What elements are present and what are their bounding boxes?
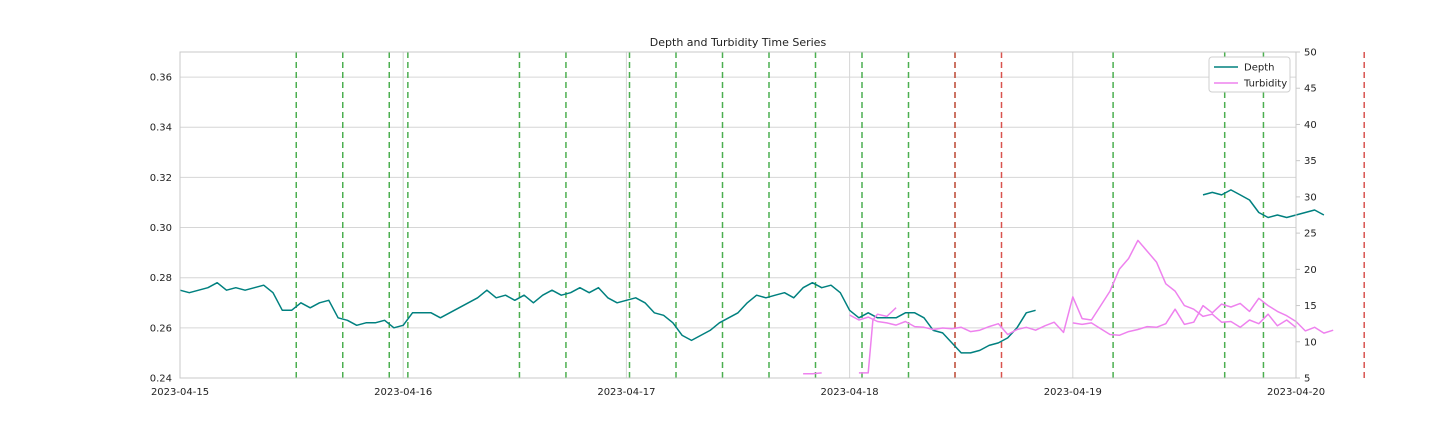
y-right-tick-label: 35 [1304,156,1317,167]
y-left-tick-label: 0.24 [150,374,172,385]
y-right-tick-label: 20 [1304,265,1317,276]
legend-label-turbidity: Turbidity [1243,79,1287,90]
chart-title: Depth and Turbidity Time Series [650,36,827,49]
x-tick-label: 2023-04-17 [597,387,655,398]
series-line-turbidity [849,239,1297,336]
y-right-tick-label: 10 [1304,337,1317,348]
series-line-depth [179,281,1036,354]
y-right-tick-label: 45 [1304,84,1317,95]
series-line-turbidity [1072,297,1334,337]
y-left-tick-label: 0.34 [150,123,172,134]
y-right-tick-label: 25 [1304,229,1317,240]
series-line-turbidity [803,372,822,375]
legend-label-depth: Depth [1244,63,1274,74]
y-right-tick-label: 30 [1304,192,1317,203]
x-tick-label: 2023-04-19 [1044,387,1102,398]
x-tick-label: 2023-04-15 [151,387,209,398]
series-line-depth [1202,189,1325,219]
y-right-tick-label: 5 [1304,374,1310,385]
series-lines [179,189,1334,375]
y-right-tick-label: 15 [1304,301,1317,312]
y-right-tick-label: 50 [1304,48,1317,59]
y-right-tick-label: 40 [1304,120,1317,131]
legend: Depth Turbidity [1208,56,1291,93]
y-left-tick-label: 0.36 [150,73,172,84]
y-left-tick-label: 0.28 [150,273,172,284]
x-tick-label: 2023-04-18 [821,387,879,398]
x-tick-label: 2023-04-20 [1267,387,1325,398]
x-tick-label: 2023-04-16 [374,387,432,398]
series-line-turbidity [858,307,897,374]
plot-frame [179,51,1297,379]
y-left-tick-label: 0.32 [150,173,172,184]
axis-ticks: 2023-04-15 2023-04-16 2023-04-17 2023-04-18… [150,48,1325,399]
y-left-tick-label: 0.30 [150,223,172,234]
y-left-tick-label: 0.26 [150,323,172,334]
